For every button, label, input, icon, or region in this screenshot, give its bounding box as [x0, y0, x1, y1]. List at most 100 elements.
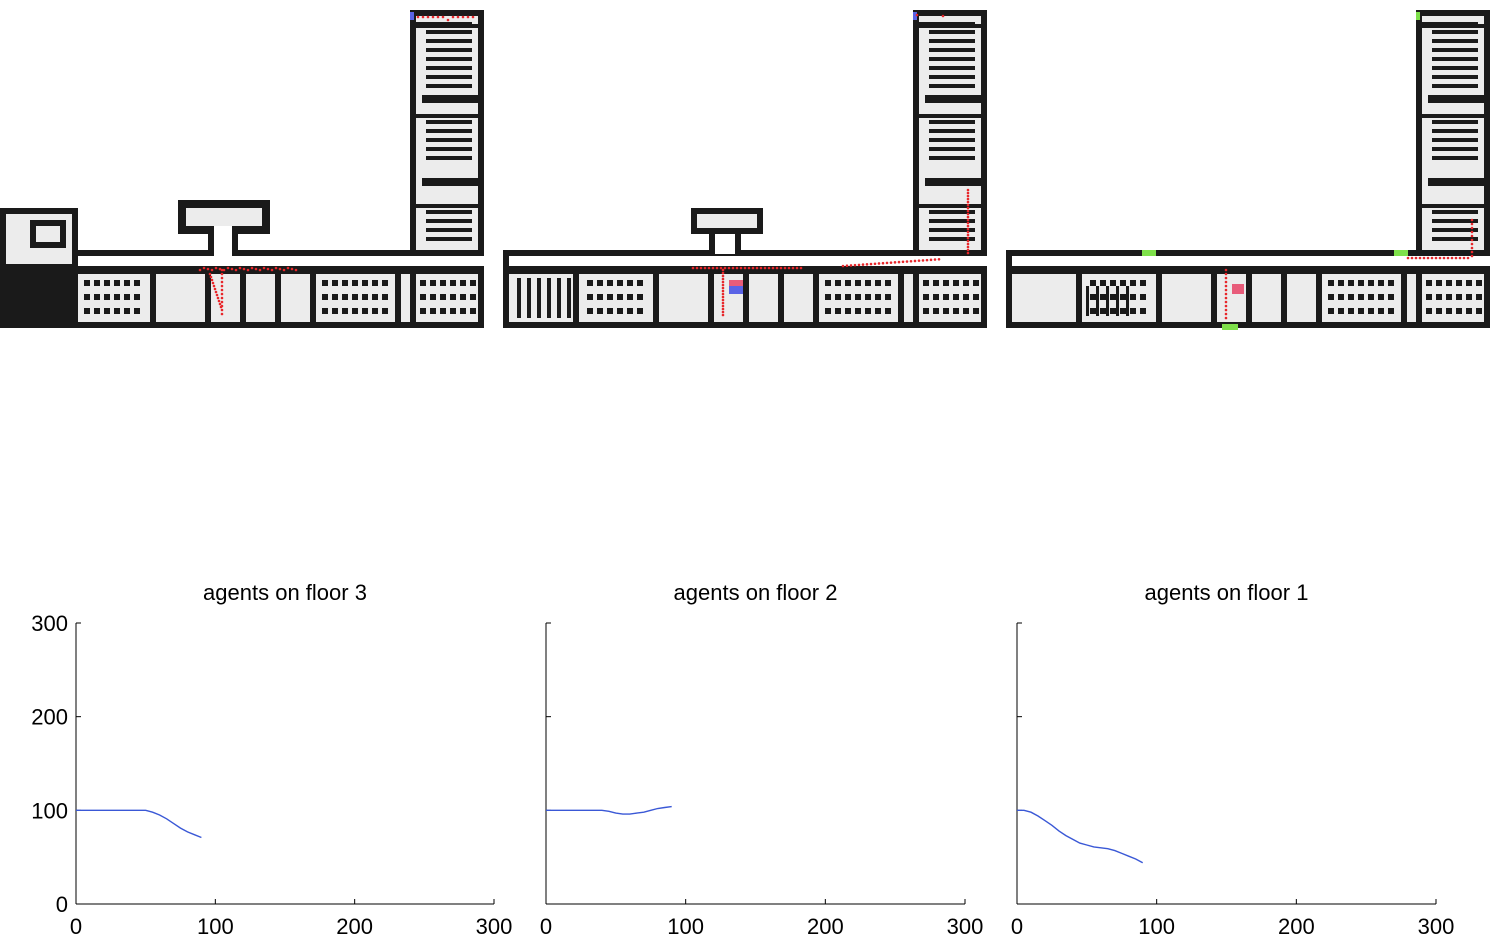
desk [1456, 280, 1462, 286]
agent-dot [220, 288, 224, 292]
agent-dot [209, 275, 213, 279]
tower-desk-row [426, 138, 472, 142]
desk [1110, 294, 1116, 300]
annex-floor [186, 208, 262, 226]
agent-dot [461, 15, 465, 19]
desk [1446, 308, 1452, 314]
desk [973, 308, 979, 314]
bench [1076, 286, 1079, 316]
agent-dot [727, 266, 731, 270]
desk [1328, 294, 1334, 300]
tower-top-bar [919, 22, 975, 25]
desk [1110, 280, 1116, 286]
agent-dot [219, 305, 223, 309]
agent-dot [869, 262, 873, 266]
agent-dot [1422, 256, 1426, 260]
desk [1456, 308, 1462, 314]
desk [617, 280, 623, 286]
agent-dot [925, 258, 929, 262]
desk [1476, 280, 1482, 286]
desk [362, 308, 368, 314]
agent-dot [966, 239, 970, 243]
floorplan-floor-3 [0, 10, 484, 328]
agent-dot [1224, 304, 1228, 308]
desk [322, 294, 328, 300]
agent-dot [290, 267, 294, 271]
desk [953, 294, 959, 300]
tower-desk-row [929, 30, 975, 34]
desk [1466, 280, 1472, 286]
agent-dot [451, 15, 455, 19]
desk [587, 308, 593, 314]
desk [855, 294, 861, 300]
desk [372, 294, 378, 300]
agent-dot [699, 266, 703, 270]
agent-dot [1470, 226, 1474, 230]
bench [537, 278, 541, 318]
tower-room-wall [416, 114, 478, 118]
agent-dot [759, 266, 763, 270]
desk [923, 280, 929, 286]
agent-dot [849, 264, 853, 267]
agent-dot [212, 284, 216, 288]
desk [1476, 294, 1482, 300]
desk [923, 308, 929, 314]
room-divider [1156, 270, 1162, 326]
desk [923, 294, 929, 300]
desk [597, 280, 603, 286]
y-tick-label: 0 [56, 892, 68, 917]
desk [1348, 308, 1354, 314]
agent-dot [1466, 256, 1470, 260]
agent-dot [1224, 276, 1228, 280]
desk [352, 294, 358, 300]
desk [420, 308, 426, 314]
agent-dot [1438, 256, 1442, 260]
room-divider [310, 270, 316, 326]
desk [617, 294, 623, 300]
agent-dot [691, 266, 695, 270]
tower-desk-row [426, 30, 472, 34]
desk [597, 308, 603, 314]
agent-dot [214, 266, 218, 270]
tower-desk-row [426, 228, 472, 232]
agent-dot [721, 274, 725, 278]
tower-stair [925, 178, 981, 186]
tower-desk-row [1432, 75, 1478, 79]
desk [1100, 294, 1106, 300]
desk [1120, 294, 1126, 300]
agent-dot [917, 259, 921, 262]
desk [835, 308, 841, 314]
desk [1358, 280, 1364, 286]
agent-dot [861, 263, 865, 266]
desk [825, 308, 831, 314]
agent-dot [1470, 242, 1474, 246]
room-divider [1416, 270, 1422, 326]
desk [963, 308, 969, 314]
bench [517, 278, 521, 318]
chart-2: agents on floor 2 0 100 200 300 [540, 580, 983, 937]
agent-dot [421, 15, 425, 19]
annex-floor [697, 214, 757, 228]
desk [1476, 308, 1482, 314]
desk [440, 308, 446, 314]
room-divider [395, 270, 401, 326]
agent-dot [220, 300, 224, 304]
room-divider [813, 270, 819, 326]
agent-dot [966, 245, 970, 249]
agent-dot [889, 261, 893, 264]
y-tick-label: 300 [31, 611, 68, 636]
floorplan-floor-1 [1006, 10, 1490, 330]
agent-dot [763, 266, 767, 270]
agent-dot [751, 266, 755, 270]
tower-room-wall [1422, 24, 1484, 28]
desk [1368, 294, 1374, 300]
y-tick-label: 100 [31, 798, 68, 823]
agent-dot [966, 218, 970, 222]
desk [1120, 308, 1126, 314]
desk [440, 280, 446, 286]
agent-dot [220, 280, 224, 284]
desk [1328, 280, 1334, 286]
agent-dot [966, 227, 970, 231]
agent-dot [1454, 256, 1458, 260]
desk [825, 294, 831, 300]
